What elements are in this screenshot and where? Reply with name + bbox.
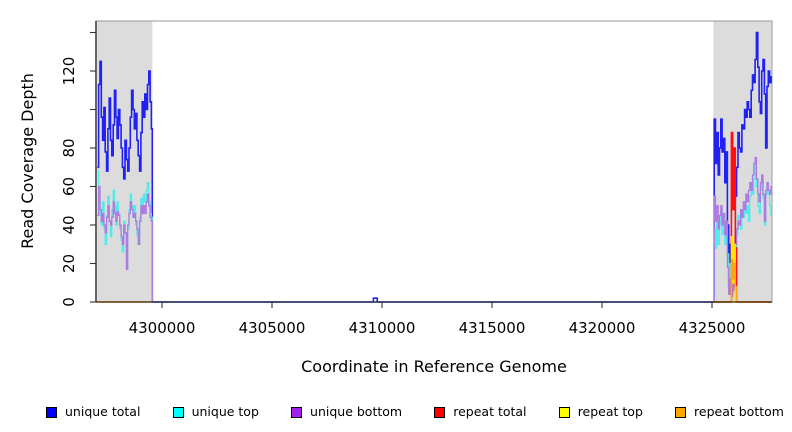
plot-box [95,20,773,303]
x-tick-label: 4315000 [459,319,526,337]
legend-label-unique-top: unique top [191,403,259,419]
x-tick-label: 4325000 [679,319,746,337]
shaded-region-right [713,21,772,302]
legend-item-repeat-top: repeat top [558,403,643,419]
legend-label-unique-bottom: unique bottom [310,403,403,419]
x-tick-label: 4320000 [569,319,636,337]
legend-item-unique-bottom: unique bottom [291,403,403,419]
legend-label-repeat-top: repeat top [577,403,643,419]
y-tick-label: 0 [60,297,78,307]
legend: unique total unique top unique bottom re… [46,401,784,423]
x-tick-label: 4300000 [129,319,196,337]
y-tick-label: 80 [60,138,78,157]
shaded-regions [97,21,772,302]
series-unique-total [97,31,772,303]
legend-label-unique-total: unique total [65,403,141,419]
axes: 0 20 40 60 80 120 4300000 4305000 4310000 4315000… [60,21,772,337]
legend-label-repeat-total: repeat total [453,403,527,419]
x-axis-title: Coordinate in Reference Genome [301,357,567,376]
legend-swatch-unique-bottom [291,406,303,418]
legend-item-repeat-total: repeat total [434,403,527,419]
y-tick-label: 20 [60,254,78,273]
y-tick-label: 60 [60,177,78,196]
y-axis-title: Read Coverage Depth [18,73,37,249]
legend-swatch-unique-top [172,406,184,418]
series-lines [97,31,772,303]
x-tick-label: 4305000 [239,319,306,337]
x-tick-label: 4310000 [349,319,416,337]
coverage-chart: 0 20 40 60 80 120 4300000 4305000 4310000 4315000… [18,20,773,376]
series-repeat-bottom [97,258,772,303]
legend-item-unique-total: unique total [46,403,141,419]
series-unique-bottom [97,157,772,303]
plot-border [95,20,773,303]
y-tick-label: 40 [60,215,78,234]
legend-label-repeat-bottom: repeat bottom [694,403,784,419]
y-tick-label: 120 [60,57,78,86]
series-unique-top [97,162,772,303]
legend-swatch-repeat-top [558,406,570,418]
legend-item-unique-top: unique top [172,403,259,419]
legend-swatch-unique-total [46,406,57,418]
legend-swatch-repeat-bottom [675,406,687,418]
legend-swatch-repeat-total [434,406,446,418]
legend-item-repeat-bottom: repeat bottom [675,403,784,419]
